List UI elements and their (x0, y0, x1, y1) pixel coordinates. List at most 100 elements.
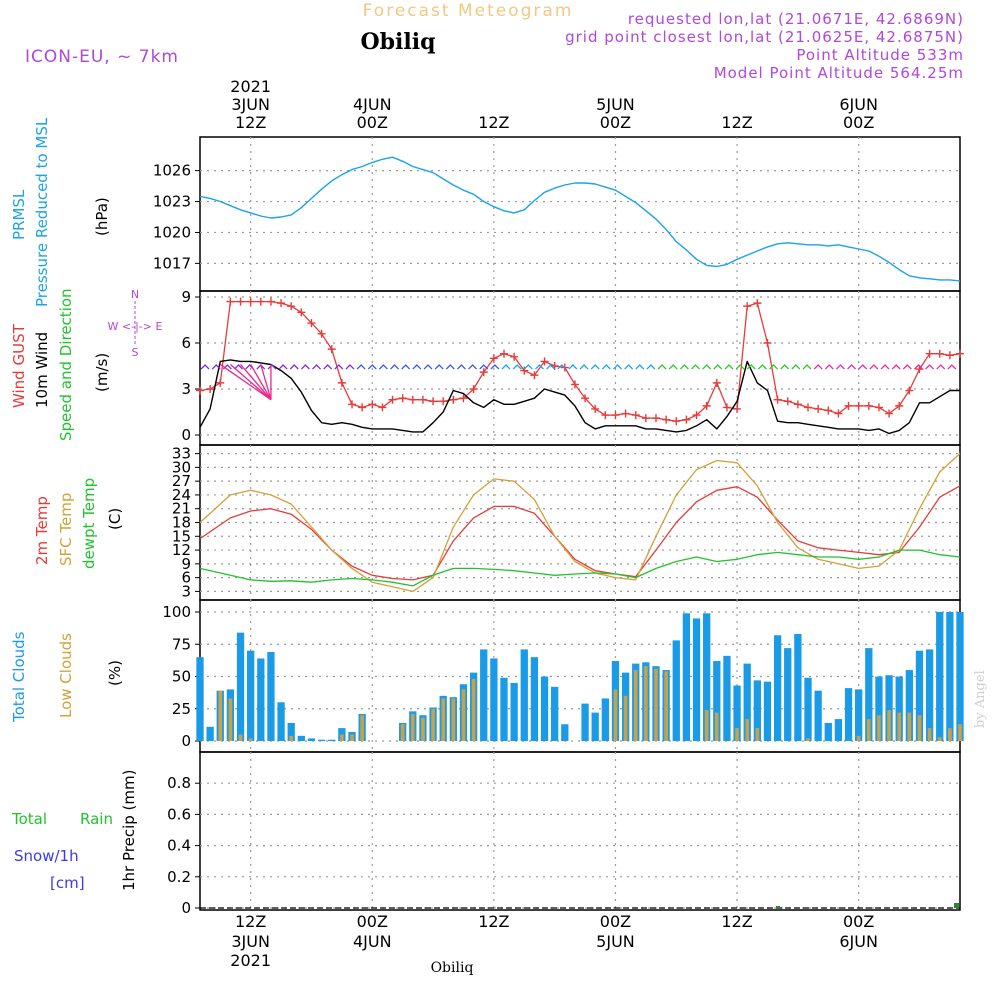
precip-label-cm: [cm] (50, 874, 85, 892)
precip-label-snow: Snow/1h (14, 847, 79, 865)
wind-direction-arrow (323, 364, 333, 370)
gust-marker (489, 354, 498, 363)
wind-direction-arrow (925, 364, 935, 370)
gust-marker (388, 395, 397, 404)
wind-direction-arrow (546, 364, 556, 370)
precip-label-total: Total (11, 810, 47, 828)
clouds-label-total: Total Clouds (10, 631, 28, 723)
gust-marker (287, 302, 296, 311)
wind-direction-arrow (679, 364, 689, 370)
gust-marker (935, 349, 944, 358)
y-tick-label: 0.6 (167, 805, 191, 823)
wind-direction-arrow (234, 364, 243, 370)
temp-label-sfc: SFC Temp (57, 493, 75, 566)
gust-marker (804, 403, 812, 412)
y-tick-label: 18 (172, 514, 191, 532)
gust-marker (631, 411, 640, 420)
total-cloud-bar (247, 650, 255, 741)
total-cloud-bar (540, 676, 549, 741)
wind-direction-arrow (312, 364, 321, 370)
low-cloud-bar (877, 715, 881, 741)
y-tick-label: 24 (172, 486, 191, 504)
y-tick-label: 0 (181, 426, 191, 444)
pressure-label-a: PRMSL (10, 189, 28, 240)
gust-marker (895, 401, 904, 410)
temp-label-dewpt: dewpt Temp (80, 478, 98, 569)
total-cloud-bar (307, 738, 316, 741)
gust-marker (905, 386, 914, 395)
gust-marker (297, 308, 306, 317)
wind-direction-arrow (579, 364, 589, 370)
x-tick-label: 00Z (600, 113, 631, 132)
gust-marker (540, 357, 549, 366)
wind-direction-arrow (512, 364, 522, 370)
pressure-label-b: Pressure Reduced to MSL (33, 117, 51, 307)
total-cloud-bar (865, 648, 873, 741)
y-tick-label: 3 (181, 582, 191, 600)
x-tick-label: 6JUN (839, 932, 878, 951)
wind-direction-arrow (802, 364, 812, 370)
wind-direction-arrow (412, 364, 422, 370)
total-cloud-bar (885, 675, 893, 741)
gust-marker (510, 352, 519, 361)
total-cloud-bar (925, 649, 934, 741)
gust-marker (844, 401, 853, 410)
x-tick-label: 2021 (230, 77, 271, 96)
wind-direction-arrow (646, 364, 656, 370)
gust-marker (945, 351, 954, 360)
total-cloud-bar (703, 613, 711, 741)
gust-marker (378, 403, 387, 412)
wind-direction-arrow (913, 364, 923, 370)
footer-location: Obiliq (431, 960, 474, 976)
temp-labels: 2m Temp SFC Temp dewpt Temp (C) (33, 478, 124, 569)
total-cloud-bar (905, 670, 913, 741)
total-cloud-bar (915, 650, 924, 741)
gust-marker (652, 414, 660, 423)
gust-marker (358, 403, 367, 412)
temp-line-1 (199, 453, 961, 593)
low-cloud-bar (958, 724, 962, 741)
total-cloud-bar (682, 613, 691, 741)
gust-marker (854, 401, 863, 410)
wind-direction-arrow (200, 364, 210, 370)
gust-marker (429, 397, 438, 406)
total-cloud-bar (510, 682, 518, 741)
gust-marker (834, 409, 843, 418)
gust-marker (641, 414, 650, 423)
total-cloud-bar (794, 633, 802, 741)
wind-direction-arrow (278, 364, 288, 370)
low-cloud-bar (410, 713, 415, 741)
gust-marker (307, 319, 316, 328)
total-cloud-bar (267, 651, 275, 741)
y-tick-label: 0.8 (167, 774, 191, 792)
total-cloud-bar (297, 735, 305, 741)
watermark: by Angel (973, 670, 988, 728)
gust-marker (277, 299, 286, 308)
x-tick-label: 4JUN (353, 932, 392, 951)
wind-direction-arrow (746, 364, 756, 370)
gust-marker (874, 403, 883, 412)
wind-direction-arrow (568, 364, 578, 370)
x-tick-label: 12Z (721, 912, 752, 931)
total-cloud-bar (895, 676, 903, 741)
total-cloud-bar (773, 635, 782, 741)
y-tick-label: 6 (181, 569, 191, 587)
wind-direction-arrow (445, 364, 455, 370)
wind-direction-arrow (702, 364, 712, 370)
wind-direction-arrow (936, 364, 946, 370)
y-tick-label: 30 (172, 458, 191, 476)
requested-coords: requested lon,lat (21.0671E, 42.6869N) (628, 10, 964, 28)
x-tick-label: 12Z (235, 912, 266, 931)
low-cloud-bar (806, 738, 810, 741)
total-cloud-bar (591, 712, 599, 741)
wind-label-10m: 10m Wind (33, 332, 51, 408)
pressure-unit: (hPa) (93, 197, 111, 236)
wind-direction-arrow (289, 364, 299, 370)
low-cloud-bar (633, 670, 638, 741)
low-cloud-bar (927, 728, 932, 741)
wind-vector-line (240, 364, 272, 401)
low-cloud-bar (654, 668, 658, 741)
wind-direction-arrow (780, 364, 790, 370)
gust-marker (479, 368, 488, 377)
